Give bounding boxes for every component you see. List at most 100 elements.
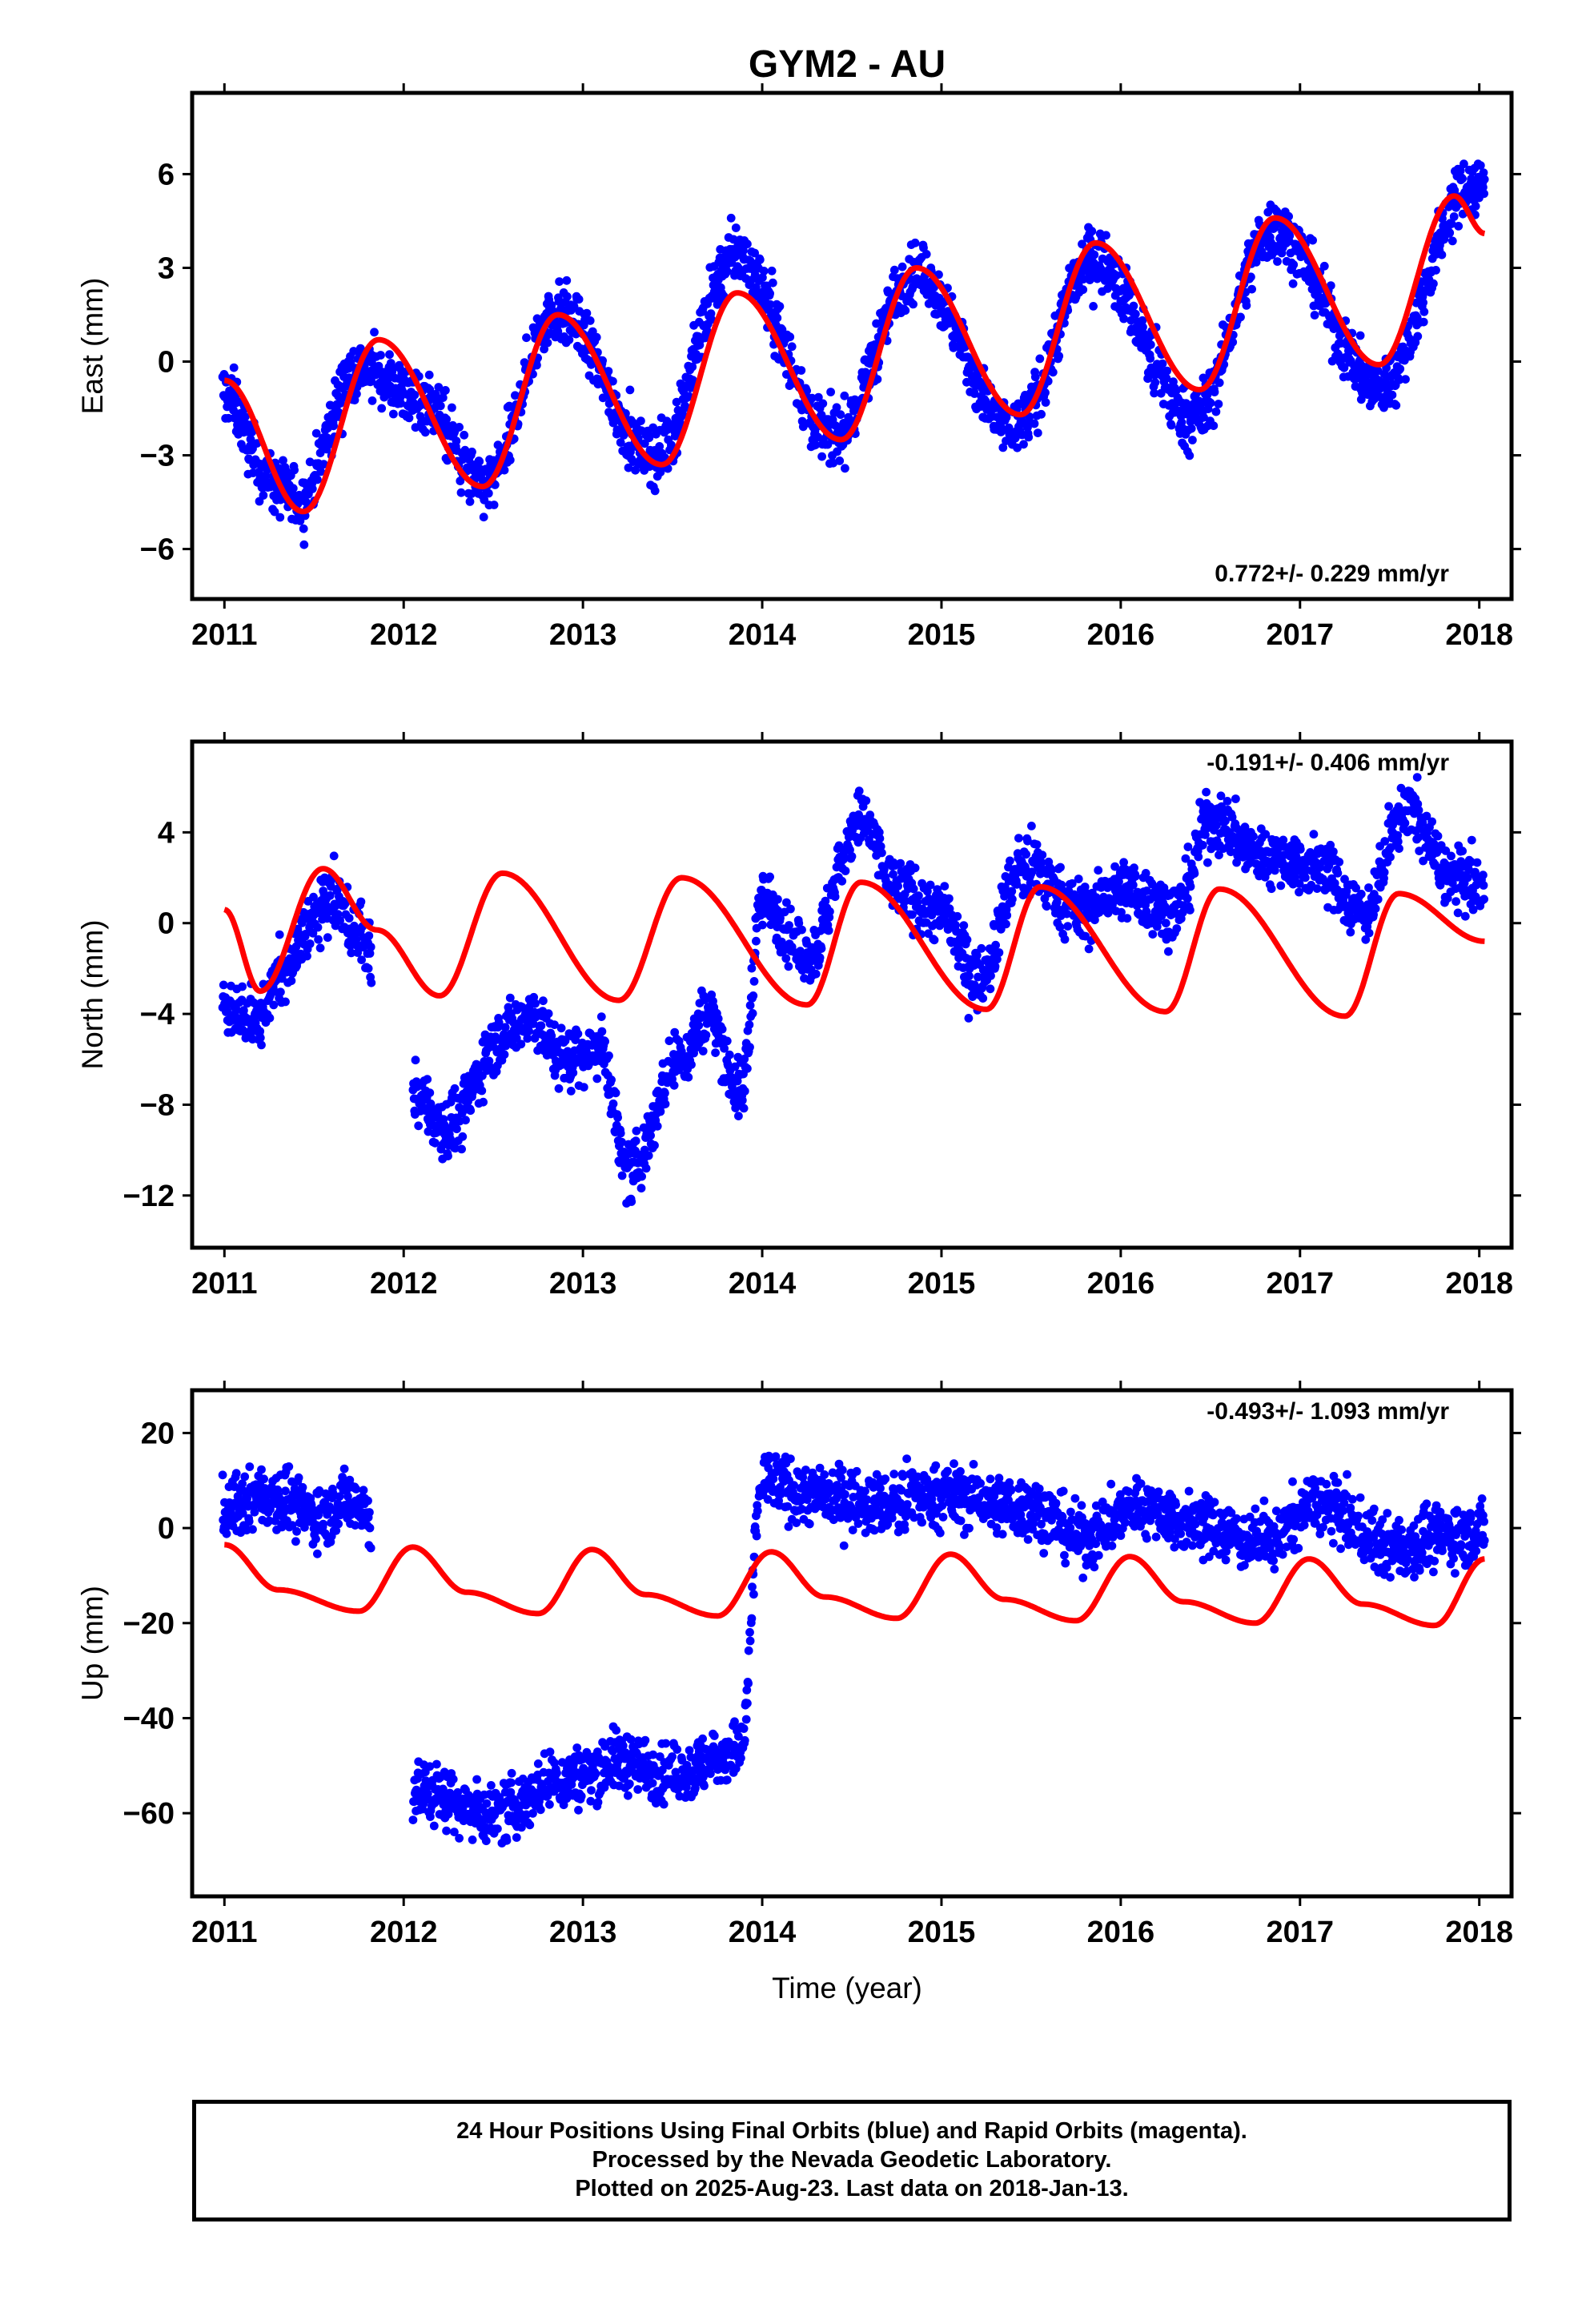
observation-point xyxy=(661,1088,669,1098)
observation-point xyxy=(1447,219,1456,228)
observation-point xyxy=(785,332,795,342)
observation-point xyxy=(875,834,885,843)
model-curve-north xyxy=(223,866,1486,1019)
observation-point xyxy=(616,1128,625,1138)
observation-point xyxy=(311,1534,320,1544)
observation-point xyxy=(1467,835,1476,845)
observation-point xyxy=(1159,883,1169,892)
observation-point xyxy=(505,456,515,464)
panel-up: 2011 2012 2013 2014 2015 2016 2017 2018−60−40−2… xyxy=(76,1381,1521,1949)
observation-point xyxy=(734,1112,743,1120)
observation-point xyxy=(364,931,374,940)
observation-point xyxy=(452,1124,461,1134)
observation-point xyxy=(725,1050,734,1059)
observation-point xyxy=(248,1525,257,1534)
observation-point xyxy=(516,1039,526,1049)
x-tick-label: 2012 xyxy=(370,618,438,652)
observation-point xyxy=(1054,352,1064,360)
observation-point xyxy=(698,1047,708,1055)
observation-point xyxy=(626,447,635,456)
observation-point xyxy=(255,1027,265,1036)
observation-point xyxy=(1008,895,1017,904)
observation-point xyxy=(284,1462,294,1471)
observation-point xyxy=(223,1007,231,1015)
observation-point xyxy=(1082,256,1091,265)
observation-point xyxy=(896,858,905,868)
observation-point xyxy=(424,370,434,380)
observation-point xyxy=(532,360,541,370)
x-tick-label: 2014 xyxy=(729,1267,797,1301)
observation-point xyxy=(986,971,995,980)
observation-point xyxy=(1209,421,1219,430)
observation-point xyxy=(832,403,841,412)
observation-point xyxy=(701,1031,711,1039)
observation-point xyxy=(611,1088,620,1098)
observation-point xyxy=(1006,856,1014,866)
observation-point xyxy=(259,491,268,500)
observation-point xyxy=(648,423,658,432)
observation-point xyxy=(1206,398,1215,408)
observation-point xyxy=(292,1526,301,1536)
observation-point xyxy=(830,892,840,902)
observation-point xyxy=(604,367,613,376)
observation-point xyxy=(765,872,774,882)
observation-point xyxy=(1130,863,1138,873)
observation-point xyxy=(531,999,540,1008)
observations-north xyxy=(218,773,1488,1208)
x-tick-label: 2018 xyxy=(1445,1267,1513,1301)
observation-point xyxy=(340,899,350,908)
observation-point xyxy=(815,953,825,963)
observation-point xyxy=(479,513,488,522)
observation-point xyxy=(1042,902,1051,911)
observation-point xyxy=(993,955,1002,964)
observation-point xyxy=(796,947,805,956)
observation-point xyxy=(536,1021,546,1031)
observation-point xyxy=(425,1088,435,1097)
observation-point xyxy=(1027,822,1036,830)
observation-point xyxy=(1480,175,1489,184)
observation-point xyxy=(1055,923,1065,932)
observation-point xyxy=(1023,836,1032,846)
observation-point xyxy=(861,796,871,806)
observation-point xyxy=(876,842,885,851)
model-curve-east xyxy=(223,193,1486,515)
observation-point xyxy=(650,486,660,496)
observation-point xyxy=(411,1055,420,1065)
observation-point xyxy=(477,1086,487,1096)
observation-point xyxy=(722,267,732,276)
observation-point xyxy=(560,1036,570,1045)
observation-point xyxy=(1146,340,1155,349)
observation-point xyxy=(889,870,897,879)
observation-point xyxy=(889,265,899,275)
observation-point xyxy=(367,396,377,405)
velocity-label: 0.772+/- 0.229 mm/yr xyxy=(1215,561,1449,587)
observation-point xyxy=(702,326,712,336)
observation-point xyxy=(1247,272,1255,282)
observation-point xyxy=(219,980,228,990)
observation-point xyxy=(841,866,850,875)
observation-point xyxy=(554,297,564,306)
observation-point xyxy=(218,1470,227,1480)
observation-point xyxy=(257,1040,266,1050)
observation-point xyxy=(1418,818,1427,827)
observation-point xyxy=(579,1083,588,1092)
x-tick-label: 2015 xyxy=(908,1267,976,1301)
observation-point xyxy=(1182,894,1192,903)
observation-point xyxy=(287,1521,297,1530)
observation-point xyxy=(573,1029,583,1039)
observation-point xyxy=(687,1060,696,1069)
observation-point xyxy=(1018,891,1028,900)
observation-point xyxy=(998,443,1008,452)
observation-point xyxy=(493,440,503,450)
observation-point xyxy=(739,246,748,255)
observation-point xyxy=(270,507,279,517)
observation-point xyxy=(1166,420,1176,430)
observation-point xyxy=(768,278,777,287)
observation-point xyxy=(688,362,697,372)
observation-point xyxy=(475,456,484,466)
observation-point xyxy=(964,1014,974,1023)
observation-point xyxy=(441,386,450,395)
observation-point xyxy=(414,1121,424,1131)
y-tick-label: 0 xyxy=(158,346,175,380)
observation-point xyxy=(564,335,574,344)
